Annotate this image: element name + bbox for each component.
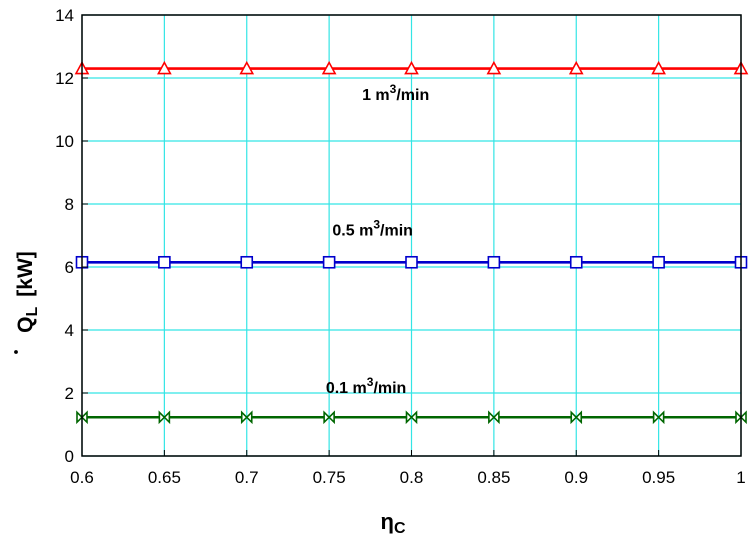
data-point	[322, 255, 336, 269]
x-axis-label-sub: C	[394, 520, 406, 536]
x-tick-label: 0.9	[564, 468, 588, 487]
data-point	[487, 255, 501, 269]
data-point	[651, 60, 666, 75]
data-point	[405, 255, 418, 269]
y-tick-label: 4	[65, 321, 74, 340]
data-point	[240, 255, 254, 269]
y-axis-label-dot	[14, 350, 18, 354]
x-tick-label: 1	[736, 468, 745, 487]
svg-text:QL[kW]: QL [kW]	[14, 251, 41, 333]
y-tick-label: 12	[55, 69, 74, 88]
y-tick-label: 14	[55, 6, 74, 25]
y-axis-label-main: Q	[14, 316, 37, 332]
series-labels: 1 m3/min 0.5 m3/min 0.1 m3/min	[326, 82, 429, 397]
data-point	[240, 410, 253, 425]
series-label: 1 m3/min	[362, 82, 429, 104]
y-axis-label: QL [kW]	[14, 251, 41, 354]
x-tick-label: 0.6	[70, 468, 94, 487]
data-point	[239, 60, 255, 75]
data-point	[321, 60, 337, 75]
x-tick-label: 0.7	[235, 468, 259, 487]
x-tick-label: 0.75	[313, 468, 346, 487]
data-point	[405, 410, 418, 425]
y-tick-label: 10	[55, 132, 74, 151]
y-tick-label: 2	[65, 384, 74, 403]
data-point	[569, 255, 583, 269]
data-point	[157, 60, 172, 75]
y-tick-label: 6	[65, 258, 74, 277]
x-axis-label-main: η	[380, 509, 393, 534]
series-1	[74, 60, 749, 75]
data-point	[570, 410, 583, 425]
x-tick-label: 0.95	[642, 468, 675, 487]
data-point	[652, 410, 665, 425]
x-tick-label: 0.65	[148, 468, 181, 487]
x-tick-label: 0.85	[477, 468, 510, 487]
y-axis-label-unit: [kW]	[14, 251, 37, 297]
y-axis-label-sub: L	[24, 306, 41, 316]
series-2	[75, 255, 748, 269]
data-point	[568, 60, 584, 75]
data-point	[404, 60, 419, 75]
series-label: 0.1 m3/min	[326, 375, 407, 397]
data-point	[158, 255, 171, 269]
x-tick-label: 0.8	[400, 468, 424, 487]
x-axis-label: ηC	[380, 509, 405, 536]
series-label: 0.5 m3/min	[332, 218, 413, 240]
data-point	[652, 255, 665, 269]
data-point	[158, 410, 171, 425]
data-point	[488, 410, 500, 425]
y-tick-label: 0	[65, 447, 74, 466]
data-point	[323, 410, 335, 425]
y-tick-label: 8	[65, 195, 74, 214]
data-point	[486, 60, 502, 75]
